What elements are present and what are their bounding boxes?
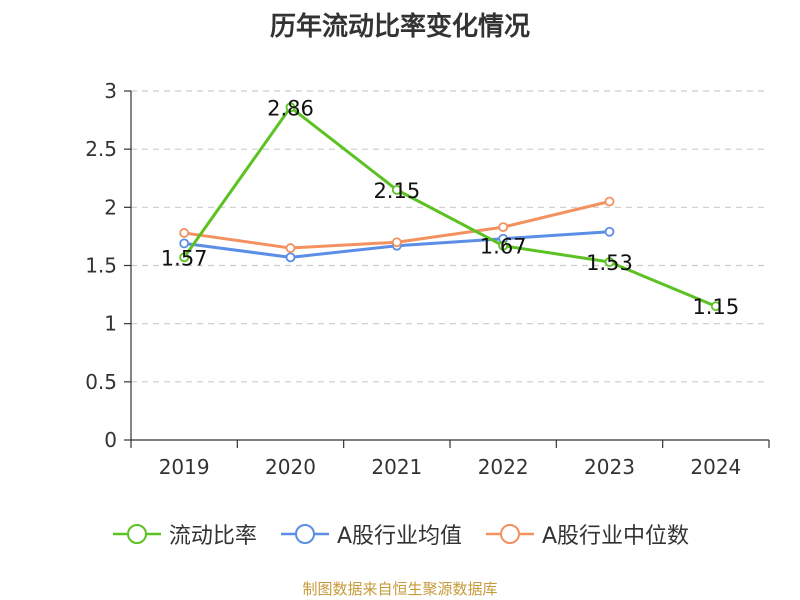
legend-label-industry-mean: A股行业均值 xyxy=(336,524,462,549)
data-point xyxy=(498,240,509,251)
data-point xyxy=(285,252,296,263)
data-point xyxy=(285,102,296,113)
data-label: 2.15 xyxy=(373,179,420,203)
legend-swatch-industry-mean xyxy=(280,524,329,544)
y-tick-label: 0 xyxy=(104,428,117,452)
data-label: 1.57 xyxy=(161,246,208,270)
x-tick-label: 2022 xyxy=(478,455,529,479)
y-tick-label: 0.5 xyxy=(85,370,117,394)
data-point xyxy=(179,228,190,238)
data-point xyxy=(391,184,402,195)
legend-item-industry-median[interactable]: A股行业中位数 xyxy=(484,518,689,550)
data-point xyxy=(498,222,509,233)
y-tick-label: 2 xyxy=(104,195,117,219)
y-tick-label: 1 xyxy=(104,312,117,336)
data-point xyxy=(179,252,190,263)
data-point xyxy=(391,237,402,248)
x-tick-label: 2023 xyxy=(584,455,635,479)
data-point xyxy=(604,196,615,207)
legend-label-industry-median: A股行业中位数 xyxy=(542,524,690,549)
chart-legend: 流动比率 A股行业均值 A股行业中位数 xyxy=(0,518,800,550)
legend-label-current-ratio: 流动比率 xyxy=(168,524,257,549)
data-point xyxy=(604,257,615,267)
data-point xyxy=(179,238,190,249)
data-point xyxy=(285,243,296,253)
chart-title: 历年流动比率变化情况 xyxy=(269,12,530,42)
data-label: 1.15 xyxy=(692,295,739,319)
y-tick-label: 3 xyxy=(104,79,117,103)
x-tick-label: 2024 xyxy=(690,455,741,479)
legend-swatch-current-ratio xyxy=(112,524,161,544)
x-tick-label: 2021 xyxy=(371,455,422,479)
data-label: 1.67 xyxy=(480,235,527,259)
data-label: 2.86 xyxy=(267,96,314,120)
legend-item-industry-mean[interactable]: A股行业均值 xyxy=(279,518,462,550)
y-tick-label: 2.5 xyxy=(85,137,117,161)
data-label: 1.53 xyxy=(586,251,633,275)
data-source-note: 制图数据来自恒生聚源数据库 xyxy=(302,580,498,598)
data-point xyxy=(604,226,615,237)
series-line xyxy=(182,105,717,308)
x-tick-label: 2020 xyxy=(265,455,316,479)
x-tick-label: 2019 xyxy=(159,455,210,479)
data-point xyxy=(710,301,721,312)
y-tick-label: 1.5 xyxy=(85,254,117,278)
legend-item-current-ratio[interactable]: 流动比率 xyxy=(111,518,257,550)
legend-swatch-industry-median xyxy=(486,524,534,544)
